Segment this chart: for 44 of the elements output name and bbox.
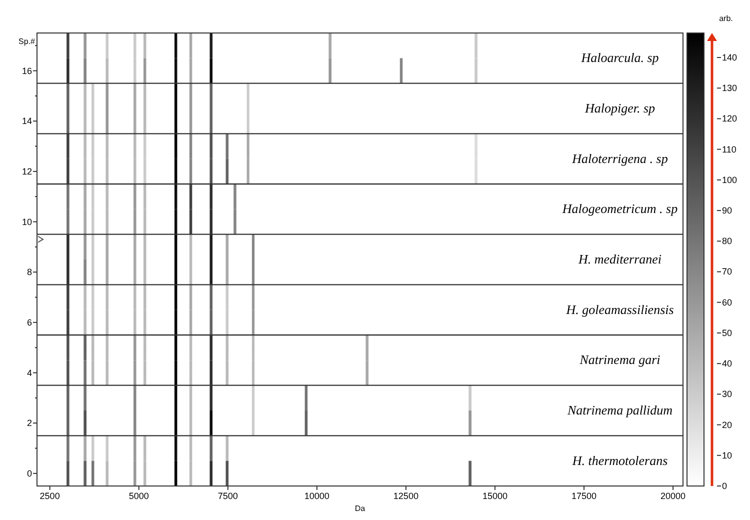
annotation: Natrinema pallidum [566,402,673,418]
annotation: Halopiger. sp [584,100,656,116]
x-tick-label: 2500 [40,491,60,501]
color-bar-title: arb. [719,14,733,23]
x-tick-label: 15000 [482,491,508,501]
y-tick-label: 16 [22,66,32,76]
color-bar-label: 40 [722,358,732,369]
annotation: H. mediterranei [577,252,662,266]
y-tick-label: 8 [26,267,32,278]
color-bar-label: 10 [722,450,732,460]
x-tick-label: 7500 [218,491,238,501]
x-tick-label: 5000 [128,491,149,501]
y-tick-label: 6 [26,317,32,328]
x-tick-label: 12500 [393,491,418,501]
color-bar-label: 130 [722,83,738,94]
color-bar-label: 30 [722,389,732,400]
y-tick-label: 4 [26,368,32,378]
x-tick-label: 17500 [571,491,597,501]
color-bar-label: 140 [722,52,738,62]
color-bar-label: 110 [722,144,736,154]
y-tick-label: 2 [26,418,32,428]
annotation: Halogeometricum . sp [561,201,678,216]
color-bar-label: 50 [722,328,732,338]
y-tick-label: 10 [22,216,32,227]
y-tick-label: 14 [22,116,32,126]
annotation: H. goleamassiliensis [565,302,674,317]
y-tick-label: 0 [26,468,32,478]
color-bar-label: 100 [722,174,738,185]
color-bar-label: 0 [722,481,728,491]
color-bar-label: 90 [722,206,732,216]
annotation: H. thermotolerans [571,452,668,468]
color-bar-label: 70 [722,266,732,277]
color-bar-label: 60 [722,297,732,308]
annotation: Haloterrigena . sp [571,150,668,166]
color-bar-label: 80 [722,236,732,246]
annotation: Natrinema gari [578,352,661,368]
color-bar-label: 20 [722,420,732,430]
x-tick-label: 20000 [660,491,686,501]
annotation: Haloarcula. sp [580,50,660,66]
y-tick-label: 12 [22,166,32,176]
x-axis-title: Da [354,504,366,513]
y-axis-title: Sp.# [18,37,36,46]
x-tick-label: 10000 [304,491,330,501]
color-bar-label: 120 [722,114,738,124]
